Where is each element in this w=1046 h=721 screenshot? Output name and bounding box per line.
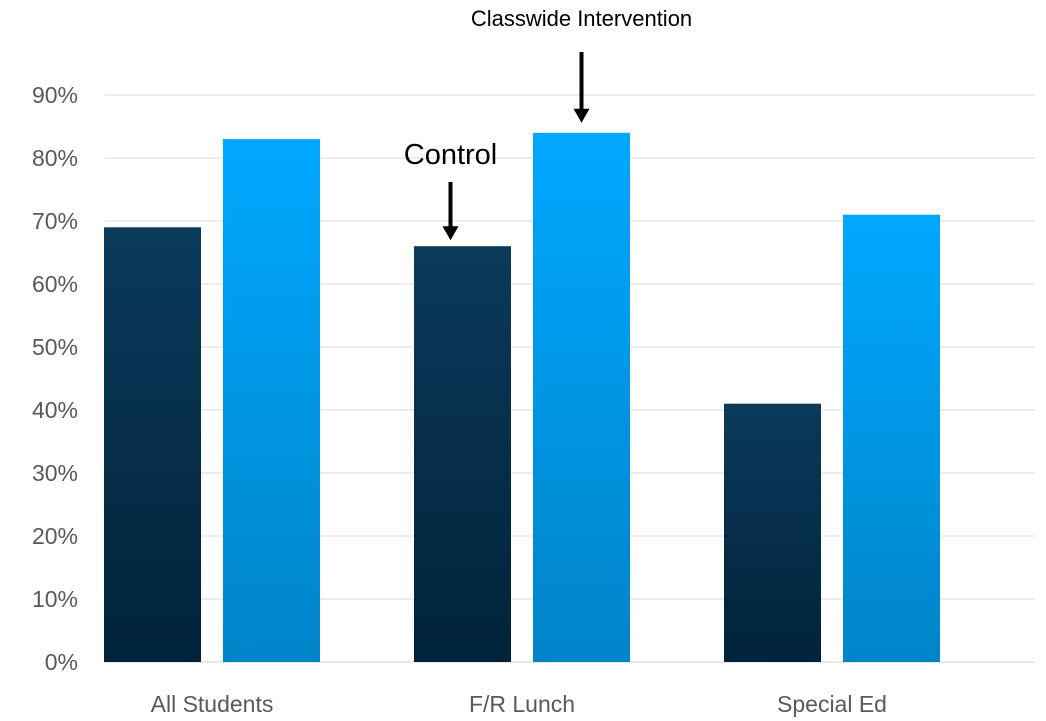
y-tick-label: 40% bbox=[32, 397, 78, 423]
annotation-label: Classwide Intervention bbox=[471, 6, 692, 31]
y-tick-label: 90% bbox=[32, 82, 78, 108]
annotation: Control bbox=[404, 139, 498, 241]
bar bbox=[843, 214, 940, 662]
y-axis-tick-labels: 0% 10% 20% 30% 40% 50% 60% 70% 80% 90% bbox=[32, 82, 78, 675]
bar bbox=[414, 246, 511, 662]
annotation-arrow-head bbox=[442, 226, 459, 241]
annotation: Classwide Intervention bbox=[471, 6, 692, 123]
annotation-arrow-head bbox=[573, 108, 590, 123]
y-tick-label: 70% bbox=[32, 208, 78, 234]
bar bbox=[104, 227, 201, 663]
annotations: Control Classwide Intervention bbox=[404, 6, 692, 241]
y-tick-label: 0% bbox=[45, 649, 78, 675]
bar bbox=[223, 139, 320, 663]
x-category-label: Special Ed bbox=[777, 691, 887, 717]
y-tick-label: 60% bbox=[32, 271, 78, 297]
y-tick-label: 80% bbox=[32, 145, 78, 171]
y-tick-label: 20% bbox=[32, 523, 78, 549]
x-axis-category-labels: All Students F/R Lunch Special Ed bbox=[151, 691, 887, 717]
bar bbox=[533, 132, 630, 663]
bars bbox=[104, 132, 940, 663]
y-tick-label: 10% bbox=[32, 586, 78, 612]
annotation-label: Control bbox=[404, 139, 498, 171]
x-category-label: All Students bbox=[151, 691, 274, 717]
x-category-label: F/R Lunch bbox=[469, 691, 575, 717]
y-tick-label: 30% bbox=[32, 460, 78, 486]
bar bbox=[724, 403, 821, 662]
y-tick-label: 50% bbox=[32, 334, 78, 360]
